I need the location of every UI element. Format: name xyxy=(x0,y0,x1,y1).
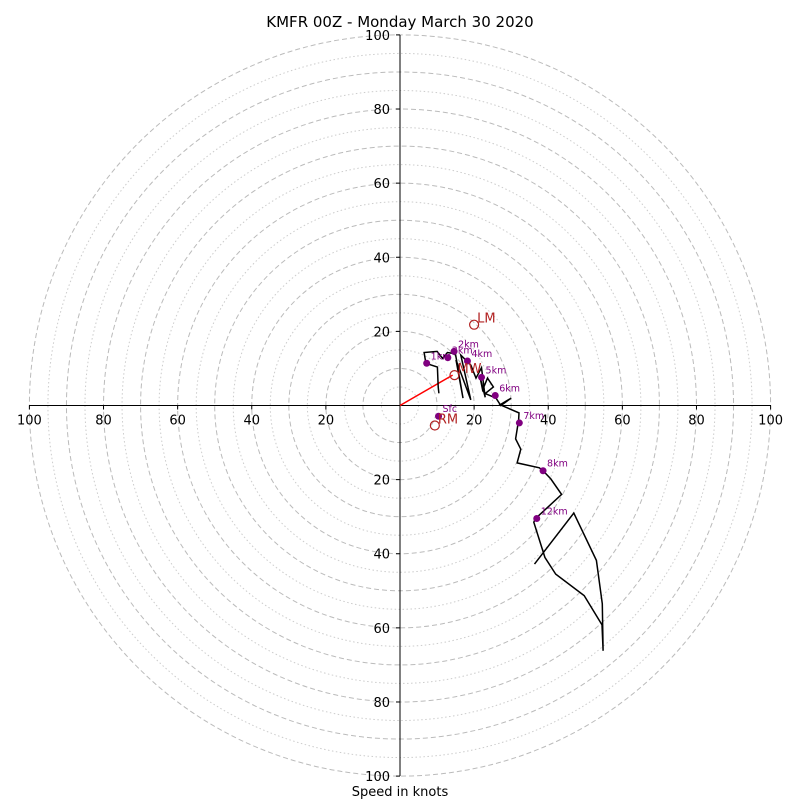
y-tick-label: 60 xyxy=(373,177,390,192)
height-marker xyxy=(533,515,541,523)
y-tick-label: 100 xyxy=(365,29,390,44)
x-tick-label: 80 xyxy=(688,414,705,429)
height-marker xyxy=(450,347,458,355)
x-tick-label: 80 xyxy=(95,414,112,429)
height-marker xyxy=(478,373,486,381)
hodograph-trace-layer xyxy=(423,350,604,651)
shear-vector xyxy=(399,374,454,407)
height-marker xyxy=(463,357,471,365)
height-marker-label: 1km xyxy=(431,351,452,362)
storm-motion-marker xyxy=(449,370,460,381)
x-tick-label: 20 xyxy=(466,414,483,429)
hodograph-trace xyxy=(423,350,604,651)
height-marker xyxy=(491,391,499,399)
y-tick-label: 20 xyxy=(373,325,390,340)
height-marker-label: 7km xyxy=(523,411,544,422)
x-axis-label: Speed in knots xyxy=(352,785,449,800)
height-marker-label: 6km xyxy=(499,383,520,394)
height-marker-label: Sfc xyxy=(443,404,458,415)
storm-motion-label: MW xyxy=(457,362,481,377)
height-marker-label: 8km xyxy=(547,459,568,470)
x-tick-label: 100 xyxy=(17,414,42,429)
x-tick-label: 100 xyxy=(758,414,783,429)
storm-motion-layer: LM RM MW xyxy=(429,312,496,431)
x-tick-label: 40 xyxy=(540,414,557,429)
height-marker xyxy=(444,354,452,362)
height-marker xyxy=(515,419,523,427)
x-tick-label: 60 xyxy=(169,414,186,429)
axis-ticks xyxy=(28,34,772,777)
height-marker xyxy=(435,412,443,420)
height-marker-label: 3km xyxy=(452,346,473,357)
y-tick-label: 80 xyxy=(373,103,390,118)
storm-motion-label: RM xyxy=(438,413,458,428)
storm-motion-label: LM xyxy=(477,312,495,327)
y-tick-label: 40 xyxy=(373,548,390,563)
height-marker xyxy=(423,359,431,367)
y-tick-label: 20 xyxy=(373,474,390,489)
height-marker-label: 12km xyxy=(541,507,568,518)
axis-tick-labels: 100 80 60 40 20 20 40 60 80 100 100 80 60 40 20 20 40 60 8… xyxy=(17,29,783,785)
shear-vector-layer xyxy=(399,374,454,407)
height-marker xyxy=(539,467,547,475)
height-marker-label: 5km xyxy=(486,365,507,376)
y-tick-label: 100 xyxy=(365,770,390,785)
y-tick-label: 60 xyxy=(373,622,390,637)
chart-title: KMFR 00Z - Monday March 30 2020 xyxy=(266,13,533,31)
y-tick-label: 40 xyxy=(373,251,390,266)
height-marker-label: 2km xyxy=(458,339,479,350)
height-marker-label: 4km xyxy=(471,349,492,360)
y-tick-label: 80 xyxy=(373,696,390,711)
x-tick-label: 40 xyxy=(243,414,260,429)
storm-motion-marker xyxy=(469,319,480,330)
storm-motion-marker xyxy=(429,420,440,431)
x-tick-label: 20 xyxy=(318,414,335,429)
x-tick-label: 60 xyxy=(614,414,631,429)
